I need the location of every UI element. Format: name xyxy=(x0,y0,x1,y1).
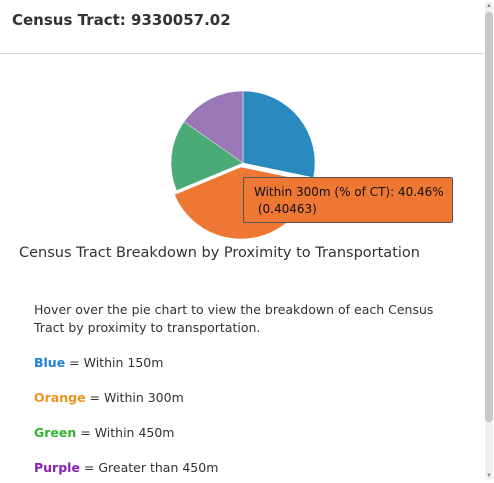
legend-text: = Within 300m xyxy=(85,390,184,405)
scroll-down-arrow-icon[interactable]: ▼ xyxy=(486,473,492,479)
tooltip-line-value: Within 300m (% of CT): 40.46% xyxy=(254,185,444,199)
popup-header: Census Tract: 9330057.02 xyxy=(0,0,484,54)
legend-item-blue: Blue = Within 150m xyxy=(34,355,163,370)
legend-key: Blue xyxy=(34,355,66,370)
scroll-thumb[interactable] xyxy=(485,12,493,422)
chart-tooltip: Within 300m (% of CT): 40.46% (0.40463) xyxy=(243,177,453,223)
legend-text: = Within 450m xyxy=(76,425,175,440)
legend-text: = Within 150m xyxy=(65,355,164,370)
pie-slice[interactable] xyxy=(170,121,244,191)
tooltip-arrow xyxy=(236,195,243,209)
legend-item-green: Green = Within 450m xyxy=(34,425,175,440)
legend-text: = Greater than 450m xyxy=(79,460,219,475)
intro-text: Hover over the pie chart to view the bre… xyxy=(34,302,434,335)
popup-title: Census Tract: 9330057.02 xyxy=(12,11,231,29)
legend-item-orange: Orange = Within 300m xyxy=(34,390,184,405)
vertical-scrollbar[interactable]: ▲ ▼ xyxy=(485,2,493,480)
scroll-up-arrow-icon[interactable]: ▲ xyxy=(486,3,492,9)
pie-slice[interactable] xyxy=(183,90,244,164)
chart-title: Census Tract Breakdown by Proximity to T… xyxy=(19,245,420,261)
legend-item-purple: Purple = Greater than 450m xyxy=(34,460,218,475)
legend-key: Purple xyxy=(34,460,80,475)
legend-key: Green xyxy=(34,425,77,440)
tooltip-line-raw: (0.40463) xyxy=(254,202,317,216)
legend-key: Orange xyxy=(34,390,86,405)
pie-slice[interactable] xyxy=(242,90,316,178)
